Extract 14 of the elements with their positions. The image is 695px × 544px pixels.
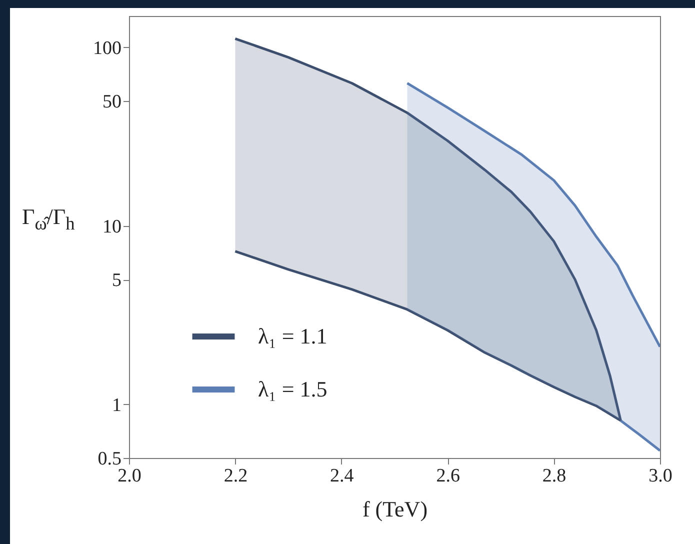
y-tick-label: 5 <box>112 270 122 292</box>
x-tick-label: 3.0 <box>648 466 672 486</box>
x-tick-label: 2.2 <box>224 466 248 486</box>
x-tick-label: 2.8 <box>542 466 566 486</box>
y-axis-title: Γ$_{ω̂}$/Γ$_{h}$ <box>22 204 75 234</box>
x-axis-title: f (TeV) <box>362 496 428 522</box>
y-tick-label: 50 <box>102 92 122 113</box>
x-tick-label: 2.4 <box>330 466 354 486</box>
y-tick-label: 1 <box>112 394 122 416</box>
legend-label: λ₁ = 1.5 <box>258 376 328 402</box>
x-tick-label: 2.6 <box>436 466 460 486</box>
y-tick-label: 100 <box>93 38 122 59</box>
legend-label: λ₁ = 1.1 <box>258 324 328 348</box>
y-tick-label: 10 <box>102 216 122 238</box>
